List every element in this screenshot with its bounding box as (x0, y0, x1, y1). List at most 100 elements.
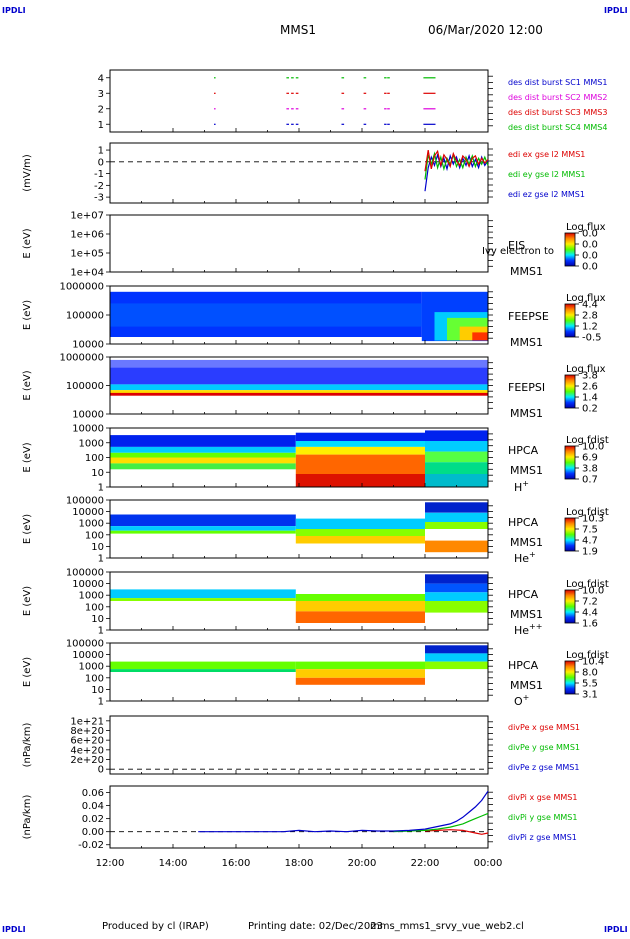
spacecraft-label: MMS1 (510, 336, 543, 349)
y-tick-label: 10 (91, 685, 104, 696)
legend-entry: des dist burst SC4 MMS4 (508, 123, 607, 132)
y-tick-label: 0.06 (82, 788, 104, 799)
time-tick-label: 14:00 (159, 858, 188, 869)
y-axis-label: (nPa/km) (22, 723, 33, 768)
y-tick-label: 1000000 (59, 353, 104, 364)
spectrogram-block (425, 474, 488, 487)
y-tick-label: 1e+07 (70, 211, 104, 222)
y-tick-label: 0 (98, 765, 104, 776)
time-tick-label: 12:00 (96, 858, 125, 869)
colorbar-tick-label: 10.0 (582, 586, 604, 597)
footer-date: Printing date: 02/Dec/2023 (248, 921, 383, 932)
legend-entry: divPi x gse MMS1 (508, 793, 577, 802)
y-tick-label: 10000 (72, 424, 104, 435)
spectrogram-block (295, 661, 425, 670)
y-tick-label: 100000 (66, 639, 104, 650)
panel-frame (109, 214, 489, 273)
y-tick-label: 3 (98, 89, 104, 100)
y-tick-label: 1 (98, 554, 104, 565)
series-line (424, 149, 489, 172)
panel-eis: 1e+07 1e+06 1e+05 1e+04 E (eV) Ivy electron t… (22, 211, 606, 279)
y-tick-label: 1 (98, 146, 104, 157)
colorbar-title: Log fdist (566, 579, 609, 590)
instrument-label: EIS (508, 239, 525, 252)
legend-entry: edi ey gse l2 MMS1 (508, 170, 586, 179)
colorbar-tick-label: 3.8 (582, 464, 598, 475)
instrument-label: HPCA (508, 588, 539, 601)
colorbar-tick-label: 10.3 (582, 514, 604, 525)
spectrogram-block (425, 601, 488, 613)
y-tick-label: 6e+20 (70, 736, 104, 747)
panel-frame (109, 69, 489, 133)
spectrogram-block (425, 653, 488, 662)
colorbar-tick-label: 10.4 (582, 657, 604, 668)
y-axis-label: E (eV) (22, 300, 33, 330)
y-tick-label: 0 (98, 157, 104, 168)
y-axis-label: E (eV) (22, 228, 33, 258)
colorbar-tick-label: 4.4 (582, 608, 598, 619)
colorbar-tick-label: 0.0 (582, 240, 598, 251)
y-tick-label: 100000 (66, 568, 104, 579)
panels-layer: 4 3 2 1 des dist burst SC1 MMS1 des dist burs… (22, 69, 609, 851)
spectrogram-block (425, 462, 488, 474)
series-line (198, 790, 489, 833)
panel-frame (109, 142, 489, 204)
colorbar (564, 445, 576, 480)
colorbar-tick-label: 3.8 (582, 371, 598, 382)
species-label: He+ (514, 550, 536, 565)
spectrogram-block (110, 435, 296, 447)
species-charge: + (522, 479, 529, 488)
y-tick-label: 4e+20 (70, 745, 104, 756)
y-tick-label: 1e+21 (70, 716, 104, 727)
colorbar-title: Log flux (566, 364, 606, 375)
colorbar-tick-label: 10.0 (582, 442, 604, 453)
legend-entry: des dist burst SC3 MMS3 (508, 108, 607, 117)
spectrogram-block (110, 384, 488, 391)
colorbar-tick-label: 1.9 (582, 547, 598, 558)
y-tick-label: 1e+05 (70, 249, 104, 260)
colorbar (564, 517, 576, 552)
y-tick-label: 100000 (66, 311, 104, 322)
colorbar-tick-label: 8.0 (582, 668, 598, 679)
spectrogram-block (110, 661, 296, 670)
y-tick-label: 10 (91, 468, 104, 479)
y-tick-label: 10 (91, 542, 104, 553)
panel-des-burst: 4 3 2 1 des dist burst SC1 MMS1 des dist burs… (98, 69, 607, 133)
spacecraft-title: MMS1 (280, 23, 316, 37)
legend-entry: des dist burst SC1 MMS1 (508, 78, 607, 87)
panel-frame (109, 785, 489, 849)
y-tick-label: -2 (94, 181, 104, 192)
spectrogram-block (110, 598, 296, 601)
time-tick-label: 22:00 (411, 858, 440, 869)
spectrogram-block (425, 592, 488, 601)
series-line (424, 152, 489, 192)
corner-label-bottom-left: IPDLI (2, 925, 26, 934)
spectrogram-block (295, 669, 425, 678)
corner-label-top-left: IPDLI (2, 6, 26, 15)
spectrogram-block (425, 451, 488, 463)
y-tick-label: 100 (85, 530, 104, 541)
y-tick-label: 10 (91, 614, 104, 625)
spectrogram-block (425, 512, 488, 523)
colorbar-tick-label: 1.2 (582, 322, 598, 333)
spectrogram-block (425, 441, 488, 452)
colorbar-tick-label: 7.2 (582, 597, 598, 608)
spectrogram-block (295, 446, 425, 455)
y-tick-label: 1000 (79, 591, 104, 602)
instrument-label: HPCA (508, 516, 539, 529)
panel-frame (109, 715, 489, 775)
colorbar (564, 303, 576, 338)
colorbar-tick-label: 0.0 (582, 229, 598, 240)
y-tick-label: 10000 (72, 340, 104, 351)
colorbar-title: Log flux (566, 293, 606, 304)
time-tick-label: 20:00 (348, 858, 377, 869)
instrument-label: FEEPSE (508, 310, 549, 323)
legend-entry: des dist burst SC2 MMS2 (508, 93, 607, 102)
instrument-sublabel: Ivy electron to (482, 246, 554, 257)
colorbar-tick-label: 4.4 (582, 300, 598, 311)
spectrogram-block (425, 645, 488, 654)
